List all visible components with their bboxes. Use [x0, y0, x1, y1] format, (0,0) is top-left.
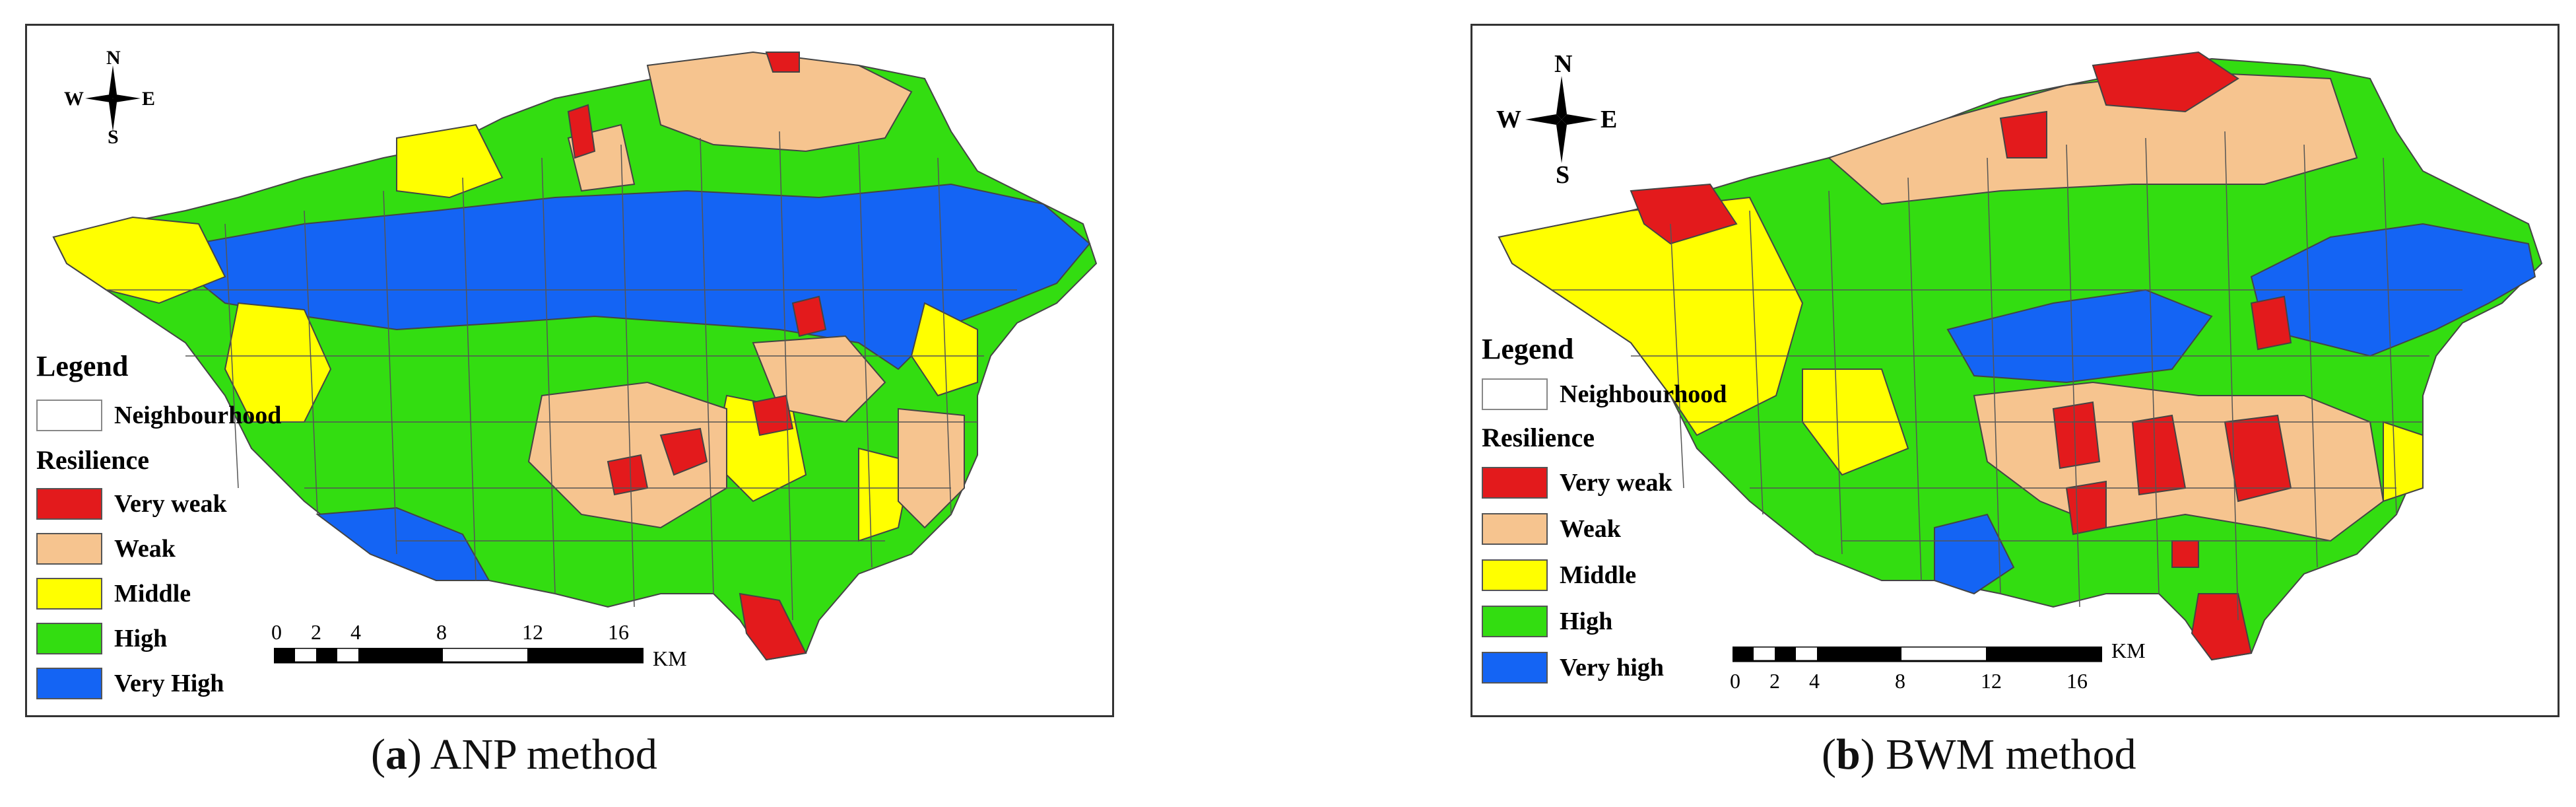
- scale-tick-label: 2: [1769, 669, 1780, 693]
- scale-tick-label: 4: [350, 620, 361, 644]
- scale-tick-label: 16: [608, 620, 629, 644]
- caption-letter: b: [1835, 730, 1861, 779]
- legend-class-row: Middle: [1482, 557, 1636, 594]
- weak-swatch: [36, 533, 102, 565]
- legend-class-row: Weak: [36, 530, 176, 567]
- legend-neighbourhood-label: Neighbourhood: [1560, 380, 1727, 408]
- legend-class-label: Very weak: [1560, 469, 1672, 497]
- scale-tick-label: 8: [436, 620, 447, 644]
- scale-bar-graphic: [1733, 647, 2102, 662]
- legend-neighbourhood-label: Neighbourhood: [114, 402, 282, 429]
- compass-east: E: [142, 88, 156, 110]
- high-swatch: [1482, 606, 1548, 637]
- weak-swatch: [1482, 513, 1548, 545]
- compass-east: E: [1601, 106, 1618, 133]
- compass-rose: N S W E: [1496, 50, 1617, 189]
- neighbourhood-swatch: [1482, 378, 1548, 410]
- caption-anp: (a) ANP method: [371, 730, 657, 779]
- legend-class-row: Very weak: [36, 485, 227, 522]
- legend-neighbourhood: Neighbourhood: [36, 397, 281, 434]
- scale-bar-graphic: [274, 648, 644, 664]
- legend-class-label: High: [114, 625, 168, 652]
- legend-resilience-title: Resilience: [36, 445, 150, 475]
- high-swatch: [36, 623, 102, 654]
- scale-tick-label: 4: [1809, 669, 1820, 693]
- scale-unit: KM: [653, 647, 687, 670]
- scale-tick-label: 16: [2066, 669, 2088, 693]
- north-arrow-icon: [1525, 76, 1598, 163]
- legend-resilience-title: Resilience: [1482, 423, 1595, 452]
- caption-text: ) ANP method: [407, 730, 657, 779]
- caption-letter: a: [385, 730, 407, 779]
- scale-bar: KM 0 2 4 8 12 16: [1730, 639, 2205, 713]
- legend-class-label: Middle: [1560, 561, 1637, 589]
- legend-class-row: Middle: [36, 575, 191, 612]
- legend-title: Legend: [36, 350, 129, 382]
- map-legend: Legend Neighbourhood Resilience Very wea…: [36, 349, 353, 715]
- scale-tick-label: 0: [271, 620, 282, 644]
- legend-class-row: High: [1482, 603, 1612, 640]
- middle-swatch: [36, 578, 102, 610]
- scale-bar: 0 2 4 8 12 16 KM: [271, 620, 746, 686]
- scale-tick-label: 0: [1730, 669, 1740, 693]
- map-legend: Legend Neighbourhood Resilience Very wea…: [1482, 332, 1799, 715]
- legend-class-row: Very weak: [1482, 464, 1672, 501]
- legend-class-label: Very high: [1560, 654, 1665, 682]
- legend-class-label: Very weak: [114, 490, 227, 518]
- legend-class-label: Weak: [1560, 515, 1621, 543]
- very-high-swatch: [36, 668, 102, 699]
- very-weak-swatch: [36, 488, 102, 520]
- compass-west: W: [64, 88, 84, 110]
- very-high-swatch: [1482, 652, 1548, 684]
- legend-class-label: Weak: [114, 535, 176, 563]
- compass-west: W: [1496, 106, 1521, 133]
- caption-text: ) BWM method: [1860, 730, 2136, 779]
- compass-north: N: [1554, 50, 1573, 78]
- very-weak-swatch: [1482, 467, 1548, 499]
- legend-class-label: Very High: [114, 670, 224, 697]
- legend-class-row: Very High: [36, 665, 224, 702]
- neighbourhood-swatch: [36, 400, 102, 431]
- compass-south: S: [108, 126, 119, 148]
- legend-class-label: Middle: [114, 580, 191, 608]
- map-panel-bwm: N S W E Legend Neighbourhood Resilience …: [1470, 24, 2559, 717]
- scale-tick-label: 8: [1895, 669, 1905, 693]
- legend-class-row: High: [36, 620, 167, 657]
- scale-tick-label: 12: [1981, 669, 2002, 693]
- legend-class-row: Very high: [1482, 649, 1664, 686]
- north-arrow-icon: [85, 65, 141, 131]
- legend-title: Legend: [1482, 333, 1574, 365]
- compass-rose: N S W E: [64, 47, 156, 148]
- compass-north: N: [106, 47, 121, 69]
- legend-neighbourhood: Neighbourhood: [1482, 376, 1727, 413]
- middle-swatch: [1482, 559, 1548, 591]
- compass-south: S: [1556, 161, 1570, 189]
- caption-bwm: (b) BWM method: [1822, 730, 2136, 779]
- resilience-map-anp: [52, 51, 1098, 661]
- legend-class-label: High: [1560, 608, 1613, 635]
- map-panel-anp: N S W E Legend Neighbourhood Resilience …: [25, 24, 1114, 717]
- legend-class-row: Weak: [1482, 510, 1621, 547]
- scale-tick-label: 12: [522, 620, 543, 644]
- scale-unit: KM: [2111, 639, 2146, 662]
- scale-tick-label: 2: [311, 620, 321, 644]
- resilience-map-bwm: [1498, 51, 2543, 661]
